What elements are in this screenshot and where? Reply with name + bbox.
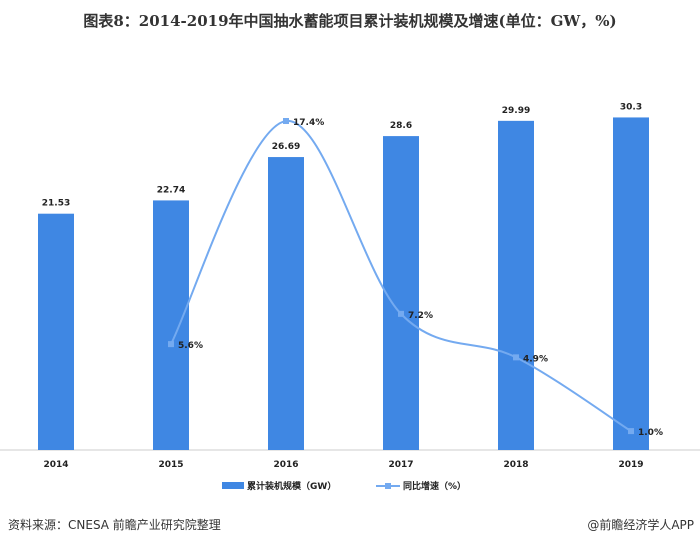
- chart-title: 图表8：2014-2019年中国抽水蓄能项目累计装机规模及增速(单位：GW，%): [83, 12, 617, 30]
- bar-label-2014: 21.53: [42, 199, 70, 209]
- source-note: 资料来源：CNESA 前瞻产业研究院整理: [8, 518, 221, 532]
- x-tick-2019: 2019: [618, 460, 643, 470]
- growth-label-2017: 7.2%: [408, 311, 433, 321]
- growth-point-2016: [283, 118, 289, 125]
- bar-2014: [38, 213, 74, 450]
- bar-label-2017: 28.6: [390, 121, 412, 131]
- legend-bar-swatch: [222, 482, 244, 489]
- legend-line-label: 同比增速（%）: [403, 480, 466, 492]
- x-tick-2014: 2014: [43, 460, 68, 470]
- x-tick-2017: 2017: [388, 460, 413, 470]
- bar-2016: [268, 157, 304, 450]
- legend-line-marker: [385, 483, 391, 489]
- bar-2015: [153, 200, 189, 450]
- x-tick-2018: 2018: [503, 460, 528, 470]
- bar-2017: [383, 136, 419, 450]
- growth-point-2015: [168, 341, 174, 348]
- growth-point-2019: [628, 428, 634, 435]
- x-tick-2015: 2015: [158, 460, 183, 470]
- x-tick-2016: 2016: [273, 460, 298, 470]
- bar-2018: [498, 120, 534, 450]
- bar-label-2019: 30.3: [620, 102, 642, 112]
- app-credit: @前瞻经济学人APP: [587, 518, 694, 532]
- legend-bar-label: 累计装机规模（GW）: [247, 480, 336, 492]
- growth-label-2019: 1.0%: [638, 428, 663, 438]
- growth-line: [170, 119, 632, 432]
- chart-svg: 21.53 2014 22.74 2015 26.69 2016 28.6 2017 29.99…: [0, 102, 700, 492]
- bar-label-2015: 22.74: [157, 185, 185, 195]
- growth-label-2018: 4.9%: [523, 354, 548, 364]
- bar-2019: [613, 117, 649, 450]
- growth-point-2017: [398, 310, 404, 317]
- growth-label-2016: 17.4%: [293, 118, 324, 128]
- bar-label-2018: 29.99: [502, 106, 530, 116]
- bar-label-2016: 26.69: [272, 142, 300, 152]
- growth-label-2015: 5.6%: [178, 341, 203, 351]
- growth-point-2018: [513, 354, 519, 361]
